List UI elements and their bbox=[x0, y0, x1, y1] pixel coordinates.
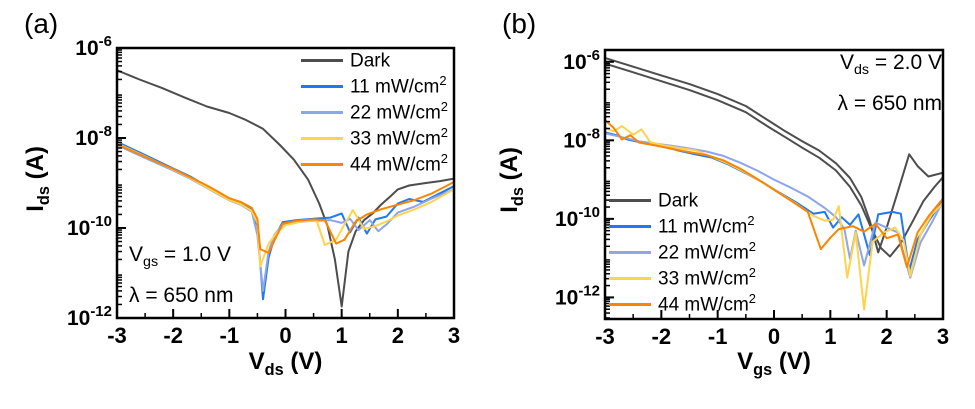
series-line-dark-forward- bbox=[605, 57, 943, 254]
x-tick-label: 1 bbox=[336, 323, 348, 348]
x-tick-label: 1 bbox=[824, 324, 836, 349]
legend-b: Dark 11 mW/cm2 22 mW/cm2 33 mW/cm2 44 mW… bbox=[609, 187, 756, 317]
legend-item-22mw: 22 mW/cm2 bbox=[301, 99, 448, 125]
legend-item-dark: Dark bbox=[609, 187, 756, 213]
annotation-b-line2: λ = 650 nm bbox=[837, 92, 942, 116]
plot-area-a: -3 -2 -1 0 1 2 3 10-6 10-8 10-10 10-12 bbox=[67, 33, 460, 348]
y-tick-label: 10-6 bbox=[75, 33, 112, 60]
x-tick-label: -2 bbox=[652, 324, 672, 349]
series-line-44-mw-cm2 bbox=[117, 143, 454, 254]
legend-item-11mw: 11 mW/cm2 bbox=[609, 213, 756, 239]
series-line-dark-reverse- bbox=[605, 62, 943, 258]
series-group-b bbox=[605, 57, 943, 311]
y-tick-label: 10-10 bbox=[555, 204, 600, 231]
x-tick-label: 3 bbox=[937, 324, 949, 349]
legend-line-dark bbox=[301, 58, 343, 62]
x-tick-label: 0 bbox=[279, 323, 291, 348]
legend-item-dark: Dark bbox=[301, 47, 448, 73]
x-tick-label: 2 bbox=[392, 323, 404, 348]
legend-a: Dark 11 mW/cm2 22 mW/cm2 33 mW/cm2 44 mW… bbox=[301, 47, 448, 177]
legend-item-44mw: 44 mW/cm2 bbox=[301, 151, 448, 177]
y-tick-label: 10-8 bbox=[75, 123, 112, 150]
annotation-b: Vds = 2.0 V λ = 650 nm bbox=[838, 46, 942, 120]
legend-item-22mw: 22 mW/cm2 bbox=[609, 239, 756, 265]
x-tick-label: 0 bbox=[768, 324, 780, 349]
legend-item-44mw: 44 mW/cm2 bbox=[609, 291, 756, 317]
series-line-33-mw-cm2 bbox=[117, 142, 454, 268]
legend-item-11mw: 11 mW/cm2 bbox=[301, 73, 448, 99]
panel-a-label: (a) bbox=[24, 8, 59, 39]
x-axis-title-b: Vgs (V) bbox=[737, 348, 811, 379]
y-axis-title-b: Ids (A) bbox=[496, 147, 527, 213]
legend-line-44mw bbox=[609, 302, 651, 306]
panel-b-label: (b) bbox=[502, 8, 537, 39]
annotation-a-line1: Vgs = 1.0 V bbox=[129, 243, 232, 271]
y-tick-label: 10-8 bbox=[563, 125, 600, 152]
series-line-22-mw-cm2 bbox=[605, 132, 943, 279]
legend-line-33mw bbox=[301, 136, 343, 140]
legend-line-22mw bbox=[301, 110, 343, 114]
x-tick-label: 2 bbox=[881, 324, 893, 349]
legend-item-33mw: 33 mW/cm2 bbox=[609, 265, 756, 291]
x-tick-label: -3 bbox=[595, 324, 615, 349]
x-tick-label: -2 bbox=[163, 323, 183, 348]
x-tick-label: -3 bbox=[107, 323, 127, 348]
y-tick-label: 10-6 bbox=[563, 47, 600, 74]
legend-line-44mw bbox=[301, 162, 343, 166]
annotation-a-line2: λ = 650 nm bbox=[129, 284, 234, 308]
x-tick-label: 3 bbox=[448, 323, 460, 348]
y-axis-title-a: Ids (A) bbox=[22, 146, 53, 212]
annotation-b-line1: Vds = 2.0 V bbox=[839, 51, 942, 79]
series-line-44-mw-cm2 bbox=[605, 119, 943, 269]
y-tick-label: 10-12 bbox=[67, 303, 112, 330]
legend-line-dark bbox=[609, 198, 651, 202]
plot-area-b: -3 -2 -1 0 1 2 3 10-6 10-8 10-10 10-12 bbox=[555, 47, 949, 349]
legend-line-11mw bbox=[609, 224, 651, 228]
series-group-a bbox=[117, 69, 454, 308]
y-tick-label: 10-12 bbox=[555, 282, 600, 309]
annotation-a: Vgs = 1.0 V λ = 650 nm bbox=[129, 238, 233, 312]
legend-line-33mw bbox=[609, 276, 651, 280]
x-tick-label: -1 bbox=[220, 323, 240, 348]
legend-line-11mw bbox=[301, 84, 343, 88]
x-axis-title-a: Vds (V) bbox=[248, 348, 323, 379]
legend-item-33mw: 33 mW/cm2 bbox=[301, 125, 448, 151]
y-tick-label: 10-10 bbox=[67, 213, 112, 240]
legend-line-22mw bbox=[609, 250, 651, 254]
x-tick-label: -1 bbox=[708, 324, 728, 349]
